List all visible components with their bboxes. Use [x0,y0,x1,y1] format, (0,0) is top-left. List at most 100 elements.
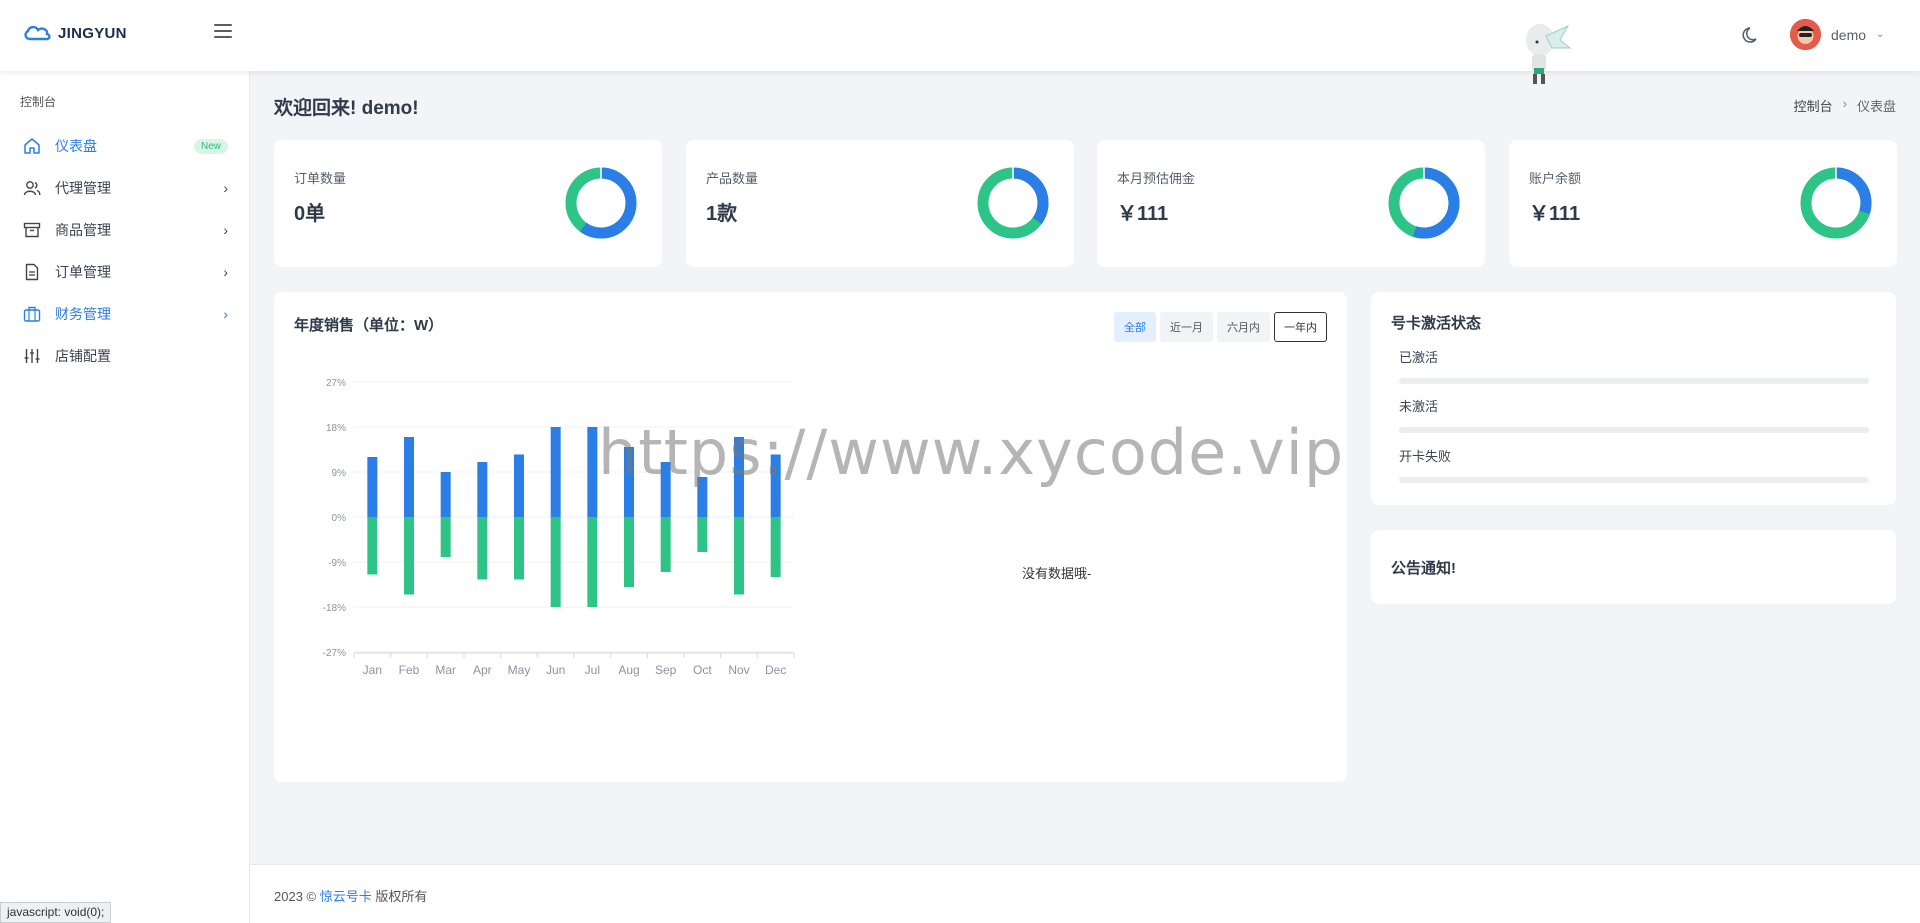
bar-positive [367,457,378,517]
status-activated: 已激活 [1399,347,1869,384]
bar-positive [477,462,488,517]
no-data-text: 没有数据哦- [1022,566,1092,581]
sidebar-item-dashboard[interactable]: 仪表盘 New [0,125,250,167]
x-tick-label: Jul [585,663,600,677]
stat-label: 订单数量 [294,171,347,186]
tab-six-months[interactable]: 六月内 [1217,312,1270,342]
document-icon [22,262,42,282]
x-tick-label: Nov [728,663,749,677]
home-icon [22,136,42,156]
logo[interactable]: JINGYUN [22,24,127,42]
sidebar: 控制台 仪表盘 New 代理管理 › 商品管理 › 订单 [0,71,250,923]
tab-year[interactable]: 一年内 [1274,312,1327,342]
users-icon [22,178,42,198]
mascot-image [1526,24,1572,84]
bar-negative [697,517,708,552]
sidebar-item-store-settings[interactable]: 店铺配置 [0,335,250,377]
bar-negative [660,517,671,572]
status-failed: 开卡失败 [1399,446,1869,483]
tab-all[interactable]: 全部 [1114,312,1156,342]
y-tick-label: 18% [326,423,346,434]
x-tick-label: Oct [693,663,712,677]
stat-card-balance: 账户余额 ￥111 [1509,140,1897,267]
stat-value: 1款 [706,203,738,225]
breadcrumb-separator-icon: › [1842,96,1847,111]
bar-positive [550,427,561,517]
copyright: 2023 © 惊云号卡 版权所有 [274,886,427,905]
sliders-icon [22,346,42,366]
browser-status-bar: javascript: void(0); [0,902,112,923]
stat-label: 本月预估佣金 [1117,171,1196,186]
footer-link[interactable]: 惊云号卡 [319,889,372,904]
progress-bar [1399,378,1869,384]
sidebar-item-label: 店铺配置 [55,348,111,364]
y-tick-label: 0% [332,513,347,524]
breadcrumb-item[interactable]: 控制台 [1793,99,1833,114]
stat-value: 0单 [294,203,326,225]
breadcrumb: 控制台 › 仪表盘 [1794,96,1896,115]
footer: 2023 © 惊云号卡 版权所有 [250,864,1920,923]
x-tick-label: Aug [618,663,639,677]
progress-bar [1399,427,1869,433]
bar-positive [440,472,451,517]
bar-positive [660,462,671,517]
x-tick-label: Sep [655,663,677,677]
bar-negative [440,517,451,557]
bar-positive [404,437,414,517]
x-tick-label: Mar [435,663,456,677]
bar-negative [734,517,744,595]
status-label: 开卡失败 [1399,449,1452,464]
breadcrumb-item: 仪表盘 [1856,99,1896,114]
status-label: 未激活 [1399,399,1439,414]
tab-month[interactable]: 近一月 [1160,312,1213,342]
stat-value: ￥111 [1529,203,1581,225]
stat-value: ￥111 [1117,203,1169,225]
bar-negative [587,517,598,607]
progress-bar [1399,477,1869,483]
avatar [1790,19,1821,50]
bar-positive [514,454,524,517]
bar-negative [550,517,561,607]
chevron-down-icon: ⌄ [1876,29,1885,40]
chevron-right-icon: › [223,222,228,238]
annual-sales-card: 年度销售（单位：W） 全部 近一月 六月内 一年内 27% 18% 9% 0% -9% -… [274,292,1347,782]
stat-card-orders: 订单数量 0单 [274,140,662,267]
donut-chart [1800,167,1872,239]
bar-positive [770,454,781,517]
sidebar-item-products[interactable]: 商品管理 › [0,209,250,251]
y-tick-label: -18% [323,603,346,614]
status-not-activated: 未激活 [1399,396,1869,433]
notice-title: 公告通知! [1391,560,1456,577]
activation-title: 号卡激活状态 [1391,315,1482,332]
briefcase-icon [22,304,42,324]
sidebar-item-agents[interactable]: 代理管理 › [0,167,250,209]
x-tick-label: Jun [546,663,565,677]
x-tick-label: Dec [765,663,786,677]
copyright-suffix: 版权所有 [371,889,428,904]
menu-toggle-icon[interactable] [214,24,232,40]
bar-positive [624,447,634,517]
new-badge: New [193,138,228,154]
donut-chart [1388,167,1460,239]
bar-negative [477,517,488,580]
sales-title: 年度销售（单位：W） [294,317,444,334]
notice-card: 公告通知! [1371,530,1896,604]
sidebar-item-label: 订单管理 [55,264,111,280]
status-label: 已激活 [1399,350,1439,365]
chevron-right-icon: › [223,180,228,196]
sidebar-menu: 仪表盘 New 代理管理 › 商品管理 › 订单管理 › [0,125,250,377]
donut-chart [565,167,637,239]
user-menu[interactable]: demo ⌄ [1790,19,1884,50]
donut-chart [977,167,1049,239]
dark-mode-moon-icon[interactable] [1742,25,1762,45]
bar-negative [624,517,634,587]
cloud-logo-icon [24,25,51,41]
page-title: 欢迎回来! demo! [274,98,419,119]
x-tick-label: Apr [473,663,492,677]
stat-card-commission: 本月预估佣金 ￥111 [1097,140,1485,267]
sidebar-item-orders[interactable]: 订单管理 › [0,251,250,293]
chevron-right-icon: › [223,306,228,322]
bar-negative [404,517,414,595]
sidebar-item-finance[interactable]: 财务管理 › [0,293,250,335]
x-tick-label: Feb [399,663,420,677]
